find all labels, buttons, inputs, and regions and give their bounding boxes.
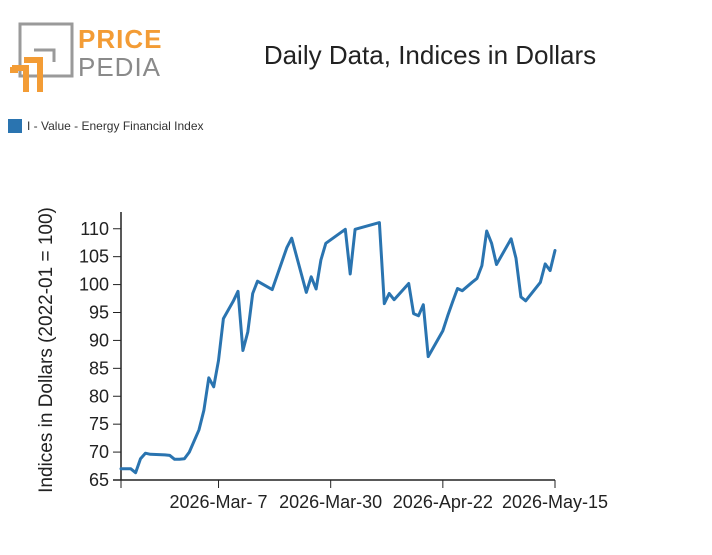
data-point bbox=[457, 288, 458, 289]
data-point bbox=[252, 293, 254, 294]
data-point bbox=[237, 290, 239, 292]
data-point bbox=[135, 472, 137, 474]
data-point bbox=[125, 468, 127, 470]
y-tick-label: 80 bbox=[89, 386, 109, 406]
data-point bbox=[520, 296, 522, 298]
data-point bbox=[354, 228, 356, 230]
data-point bbox=[271, 289, 273, 291]
y-tick-label: 90 bbox=[89, 330, 109, 350]
chart-axes bbox=[113, 212, 555, 481]
y-tick-label: 65 bbox=[89, 470, 109, 490]
data-point bbox=[413, 313, 415, 315]
y-tick-label: 95 bbox=[89, 303, 109, 323]
data-point bbox=[325, 242, 327, 244]
data-point bbox=[476, 277, 478, 279]
data-point bbox=[242, 350, 244, 351]
y-tick-label: 75 bbox=[89, 414, 109, 434]
data-point bbox=[144, 452, 146, 454]
series-line-0 bbox=[119, 221, 557, 475]
data-point bbox=[164, 454, 166, 456]
data-point bbox=[515, 257, 517, 259]
data-point bbox=[310, 276, 312, 278]
data-point bbox=[257, 280, 258, 282]
y-tick-label: 85 bbox=[89, 358, 109, 378]
data-point bbox=[344, 228, 346, 230]
data-point bbox=[525, 300, 527, 302]
y-axis-title: Indices in Dollars (2022-01 = 100) bbox=[36, 207, 57, 493]
y-tick-label: 70 bbox=[89, 442, 109, 462]
data-point bbox=[320, 259, 322, 261]
logo-word-price: PRICE bbox=[78, 24, 163, 54]
data-point bbox=[140, 458, 141, 460]
data-point bbox=[378, 222, 380, 224]
x-tick-label: 2026-Mar-30 bbox=[279, 492, 382, 512]
chart-series bbox=[119, 221, 557, 475]
y-tick-label: 110 bbox=[80, 219, 109, 239]
data-point bbox=[461, 290, 463, 292]
data-point bbox=[549, 270, 551, 272]
x-tick-label: 2026-May-15 bbox=[502, 492, 608, 512]
data-point bbox=[496, 264, 497, 265]
data-point bbox=[388, 293, 390, 294]
data-point bbox=[198, 429, 200, 431]
logo-mark-icon bbox=[10, 22, 74, 92]
data-point bbox=[305, 291, 307, 293]
pricepedia-logo: PRICE PEDIA bbox=[8, 22, 168, 94]
data-point bbox=[383, 303, 385, 305]
data-point bbox=[188, 451, 190, 453]
data-point bbox=[408, 283, 410, 284]
data-point bbox=[213, 386, 215, 388]
legend-swatch bbox=[8, 119, 22, 133]
legend-label: I - Value - Energy Financial Index bbox=[27, 119, 204, 133]
data-point bbox=[422, 304, 424, 306]
data-point bbox=[149, 453, 151, 455]
data-point bbox=[183, 458, 185, 460]
data-point bbox=[442, 330, 444, 332]
data-point bbox=[208, 377, 210, 379]
data-point bbox=[179, 458, 180, 460]
data-point bbox=[222, 318, 224, 320]
data-point bbox=[291, 237, 293, 239]
x-tick-label: 2026-Apr-22 bbox=[393, 492, 493, 512]
y-tick-label: 100 bbox=[79, 275, 109, 295]
logo-word-pedia: PEDIA bbox=[78, 52, 162, 82]
data-point bbox=[539, 281, 541, 283]
data-point bbox=[232, 300, 234, 302]
data-point bbox=[203, 409, 205, 411]
data-point bbox=[393, 299, 395, 301]
data-point bbox=[486, 230, 488, 232]
data-point bbox=[481, 265, 483, 267]
data-point bbox=[418, 315, 419, 317]
data-point bbox=[247, 331, 249, 333]
data-point bbox=[554, 250, 556, 251]
data-point bbox=[315, 288, 317, 290]
data-point bbox=[427, 356, 429, 358]
data-point bbox=[510, 238, 512, 240]
data-point bbox=[130, 468, 132, 470]
data-point bbox=[349, 273, 351, 275]
legend[interactable]: I - Value - Energy Financial Index bbox=[8, 119, 204, 133]
data-point bbox=[471, 281, 473, 283]
data-point bbox=[286, 247, 288, 249]
data-point bbox=[452, 301, 454, 303]
chart-ticks: 65 70 75 80 85 90 95 100 105 110 2026-Mar- 7 2026-M… bbox=[79, 219, 608, 512]
x-tick-label: 2026-Mar- 7 bbox=[170, 492, 268, 512]
data-point bbox=[174, 458, 176, 460]
data-point bbox=[447, 315, 449, 317]
data-point bbox=[544, 263, 546, 265]
data-point bbox=[491, 242, 493, 244]
data-point bbox=[169, 454, 171, 456]
y-tick-label: 105 bbox=[79, 247, 109, 267]
data-point bbox=[218, 360, 219, 361]
data-point bbox=[120, 468, 122, 470]
chart-title: Daily Data, Indices in Dollars bbox=[263, 40, 597, 70]
